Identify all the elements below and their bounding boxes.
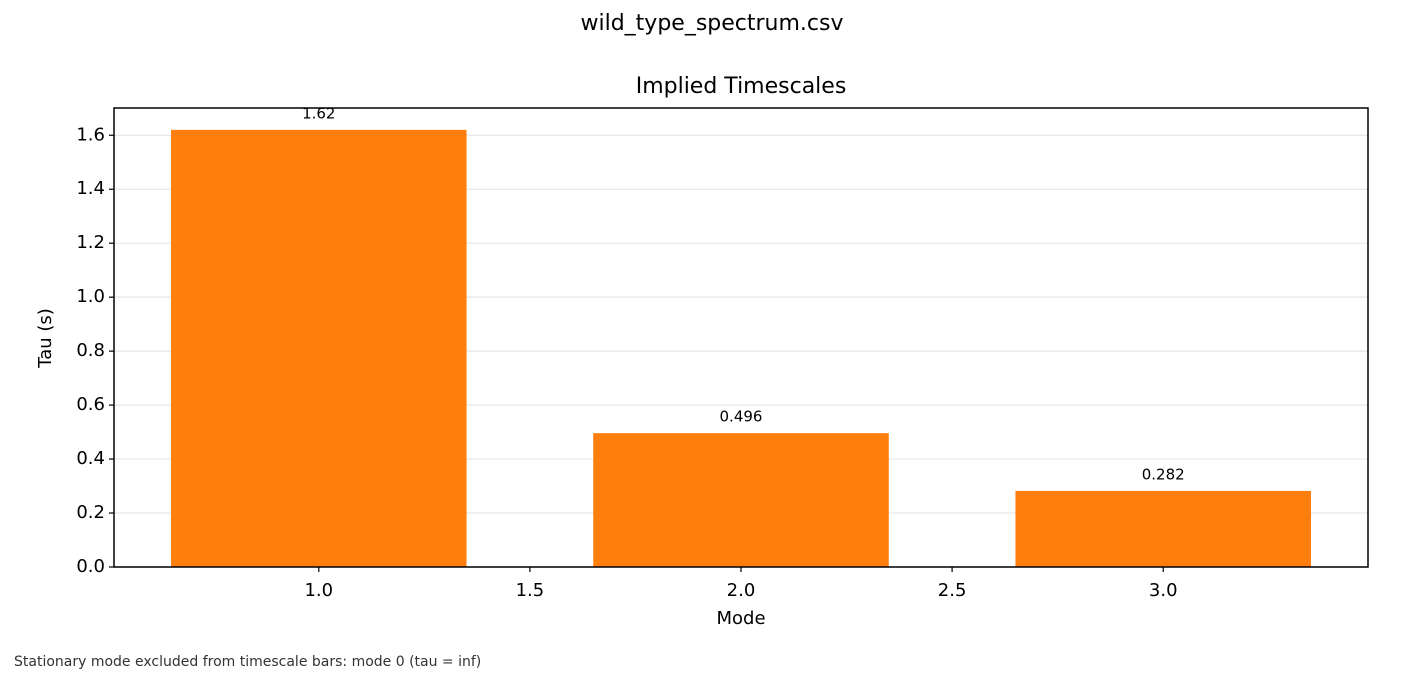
bar bbox=[171, 129, 467, 567]
x-tick-label: 1.0 bbox=[304, 580, 333, 601]
x-tick-label: 2.5 bbox=[938, 580, 967, 601]
x-tick-label: 2.0 bbox=[727, 580, 756, 601]
x-tick-label: 1.5 bbox=[516, 580, 545, 601]
y-tick-label: 0.2 bbox=[76, 502, 105, 523]
y-axis-label: Tau (s) bbox=[35, 308, 56, 369]
y-tick-label: 1.4 bbox=[76, 178, 105, 199]
x-axis-label: Mode bbox=[716, 608, 765, 629]
y-tick-label: 1.0 bbox=[76, 286, 105, 307]
chart-title: Implied Timescales bbox=[636, 74, 847, 99]
suptitle: wild_type_spectrum.csv bbox=[580, 11, 843, 36]
value-label: 0.496 bbox=[720, 408, 763, 426]
y-tick-label: 1.2 bbox=[76, 232, 105, 253]
value-label: 0.282 bbox=[1142, 465, 1185, 483]
bar bbox=[1015, 490, 1311, 567]
footnote: Stationary mode excluded from timescale … bbox=[14, 654, 481, 670]
y-tick-label: 0.0 bbox=[76, 556, 105, 577]
y-tick-label: 0.4 bbox=[76, 448, 105, 469]
value-label: 1.62 bbox=[302, 104, 335, 122]
y-tick-label: 1.6 bbox=[76, 124, 105, 145]
axes-frame bbox=[113, 107, 1369, 568]
x-tick-label: 3.0 bbox=[1149, 580, 1178, 601]
y-tick-label: 0.8 bbox=[76, 340, 105, 361]
y-tick-label: 0.6 bbox=[76, 394, 105, 415]
bar bbox=[593, 433, 889, 567]
